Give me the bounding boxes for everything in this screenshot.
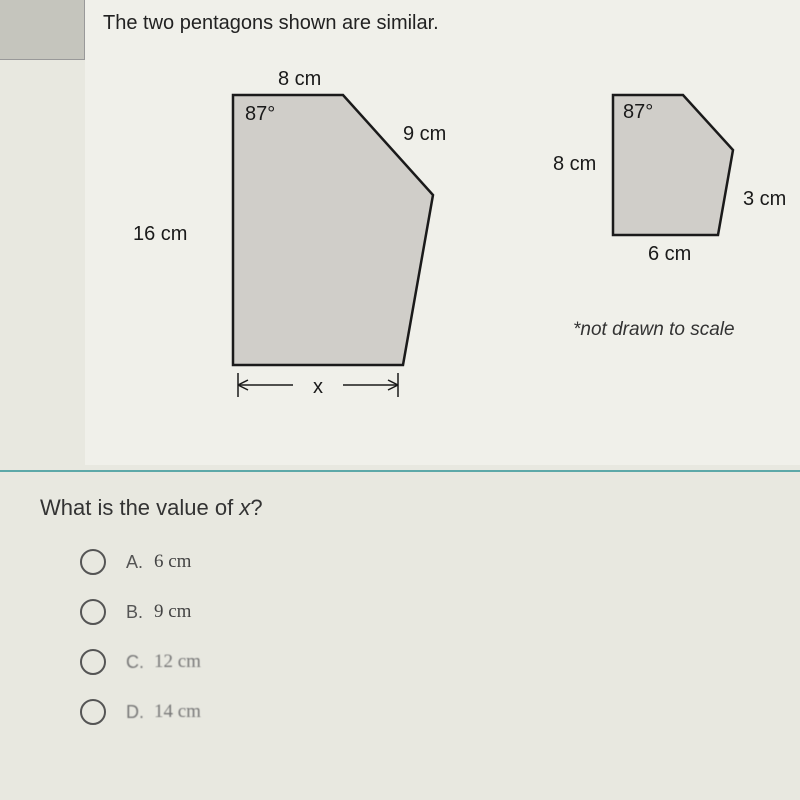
question-text: What is the value of x?: [40, 495, 760, 521]
option-b[interactable]: B. 9 cm: [80, 599, 760, 625]
label-large-x-var: x: [313, 376, 323, 398]
radio-icon: [80, 549, 106, 575]
radio-icon: [80, 699, 106, 725]
label-large-angle: 87°: [245, 103, 275, 125]
label-small-angle: 87°: [623, 101, 653, 123]
pentagons-svg: 8 cm 87° 9 cm 16 cm x 87° 8 cm 3 cm 6 cm…: [103, 65, 800, 435]
radio-icon: [80, 599, 106, 625]
option-a[interactable]: A. 6 cm: [80, 549, 760, 575]
option-c[interactable]: C. 12 cm: [80, 649, 760, 675]
label-large-right: 9 cm: [403, 123, 446, 145]
section-divider: [0, 470, 800, 472]
label-large-top: 8 cm: [278, 68, 321, 90]
question-card: The two pentagons shown are similar. 8 c…: [85, 0, 800, 465]
prompt-text: The two pentagons shown are similar.: [103, 12, 782, 35]
option-letter: C.: [126, 652, 154, 673]
radio-icon: [80, 649, 106, 675]
label-large-left: 16 cm: [133, 223, 187, 245]
option-text: 12 cm: [154, 651, 201, 673]
option-text: 14 cm: [154, 701, 201, 723]
question-variable: x: [239, 495, 250, 520]
label-small-left: 8 cm: [553, 153, 596, 175]
label-small-bottom: 6 cm: [648, 243, 691, 265]
question-suffix: ?: [250, 495, 262, 520]
option-letter: A.: [126, 552, 154, 573]
option-letter: D.: [126, 702, 154, 723]
option-d[interactable]: D. 14 cm: [80, 699, 760, 725]
option-text: 6 cm: [154, 551, 191, 573]
figure-area: 8 cm 87° 9 cm 16 cm x 87° 8 cm 3 cm 6 cm…: [103, 65, 782, 435]
option-text: 9 cm: [154, 601, 191, 623]
option-letter: B.: [126, 602, 154, 623]
scale-note: *not drawn to scale: [573, 319, 735, 340]
label-small-right: 3 cm: [743, 188, 786, 210]
answer-area: What is the value of x? A. 6 cm B. 9 cm …: [0, 475, 800, 769]
question-prefix: What is the value of: [40, 495, 239, 520]
sidebar-edge: [0, 0, 85, 60]
